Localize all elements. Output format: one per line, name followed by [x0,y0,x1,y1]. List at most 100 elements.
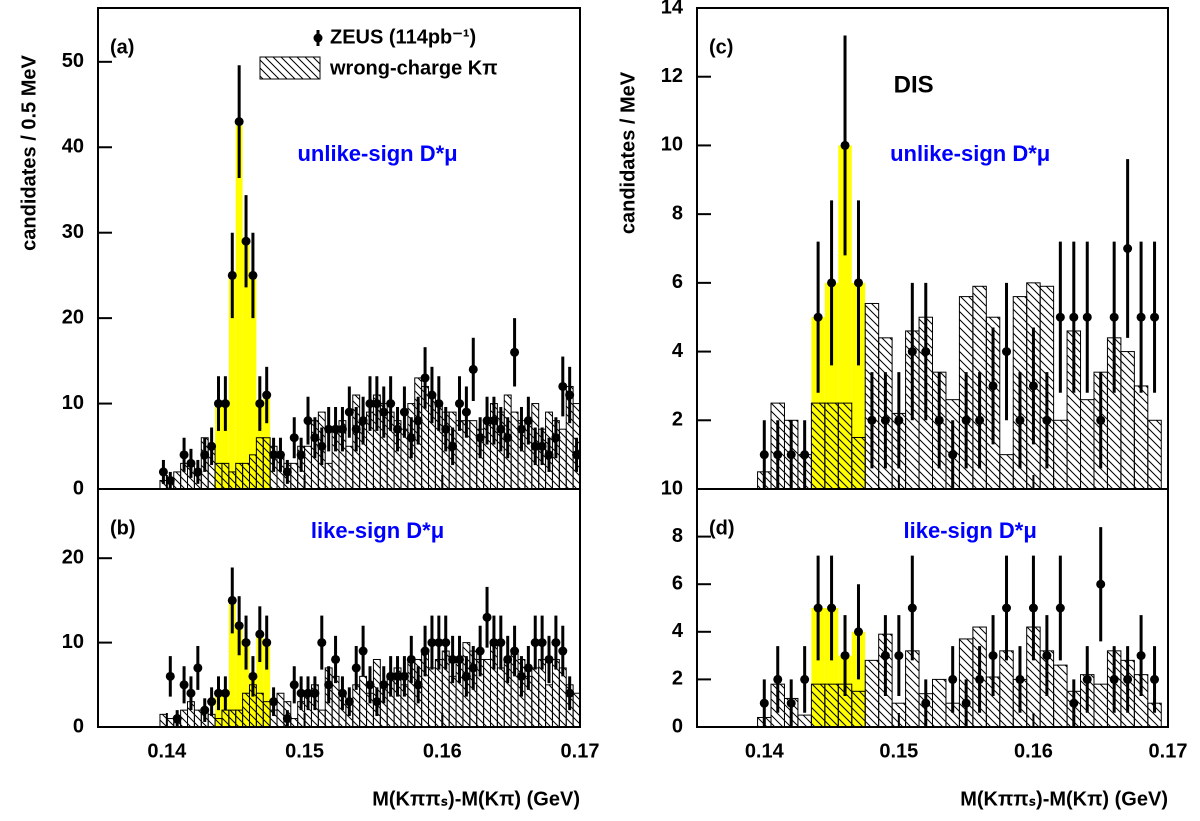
data-point [331,654,341,664]
wrong-charge-bar [1053,419,1068,490]
wrong-charge-bar [510,411,519,490]
data-point [310,688,320,698]
data-point [894,415,904,425]
annotation: like-sign D*μ [311,518,444,543]
wrong-charge-bar [221,709,230,728]
data-point [1055,603,1065,613]
wrong-charge-bar [810,402,826,490]
data-point [907,347,917,357]
panel-label: (b) [110,517,136,539]
data-point [975,415,985,425]
data-point [537,441,547,451]
wrong-charge-bar [531,667,540,728]
data-point [255,629,265,639]
data-point [275,450,285,460]
data-point [1150,674,1160,684]
wrong-charge-bar [359,675,368,728]
y-tick-label: 0 [73,477,84,499]
data-point [179,450,189,460]
data-point [448,441,458,451]
x-tick-label: 0.15 [285,740,324,762]
wrong-charge-bar [824,683,839,728]
data-point [565,688,575,698]
y-tick-label: 4 [672,620,684,642]
data-point [558,381,568,391]
data-point [158,467,168,477]
wrong-charge-bar [214,718,223,728]
data-point [880,415,890,425]
signal-bar [242,642,250,727]
wrong-charge-bar [1147,419,1162,490]
wrong-charge-bar [428,667,436,728]
wrong-charge-bar [545,684,553,728]
data-point [827,603,837,613]
data-point [1136,651,1146,661]
data-point [282,714,292,724]
data-point [262,390,272,400]
y-tick-label: 6 [672,572,683,594]
data-point [413,416,423,426]
data-point [193,467,203,477]
data-point [572,450,582,460]
signal-bar [221,403,229,489]
wrong-charge-bar [905,650,920,728]
y-tick-label: 2 [672,409,683,431]
data-point [303,416,313,426]
data-point [948,450,958,460]
data-point [496,424,506,434]
y-tick-label: 10 [661,134,683,156]
data-point [386,399,396,409]
data-point [358,646,368,656]
legend-label: ZEUS (114pb⁻¹) [330,26,476,48]
data-point [503,654,513,664]
data-point [379,407,389,417]
wrong-charge-bar [810,683,826,728]
wrong-charge-bar [483,658,491,728]
data-point [186,458,196,468]
wrong-charge-bar [932,678,947,728]
data-point [544,450,554,460]
signal-bar [228,600,236,727]
data-point [234,621,244,631]
wrong-charge-bar [1120,351,1135,490]
data-point [1082,674,1092,684]
data-point [1028,603,1038,613]
data-point [420,646,430,656]
wrong-charge-bar [851,690,866,728]
data-point [399,407,409,417]
data-point [1069,312,1079,322]
data-point [310,433,320,443]
y-tick-label: 8 [672,202,683,224]
data-point [1150,312,1160,322]
data-point [482,612,492,622]
data-point [337,688,347,698]
data-point [551,433,561,443]
wrong-charge-bar [276,692,285,728]
data-point [786,698,796,708]
wrong-charge-bar [255,692,264,728]
wrong-charge-bar [352,684,361,728]
data-point [379,680,389,690]
signal-bar [215,693,222,727]
y-tick-label: 10 [62,392,84,414]
wrong-charge-bar [1093,683,1108,728]
signal-bar [235,121,243,489]
data-point [214,688,223,698]
data-point [800,450,810,460]
wrong-charge-bar [242,462,250,490]
wrong-charge-bar [345,445,354,490]
data-point [921,347,931,357]
y-tick-label: 30 [62,221,84,243]
data-point [558,646,568,656]
data-point [351,663,361,673]
data-point [399,671,409,681]
data-point [894,651,904,661]
data-point [331,424,341,434]
x-tick-label: 0.14 [745,740,785,762]
y-tick-label: 12 [661,65,683,87]
tag-label: DIS [894,71,934,98]
data-point [1082,312,1092,322]
x-tick-label: 0.17 [1149,740,1188,762]
wrong-charge-bar [235,462,244,490]
wrong-charge-bar [248,454,257,490]
